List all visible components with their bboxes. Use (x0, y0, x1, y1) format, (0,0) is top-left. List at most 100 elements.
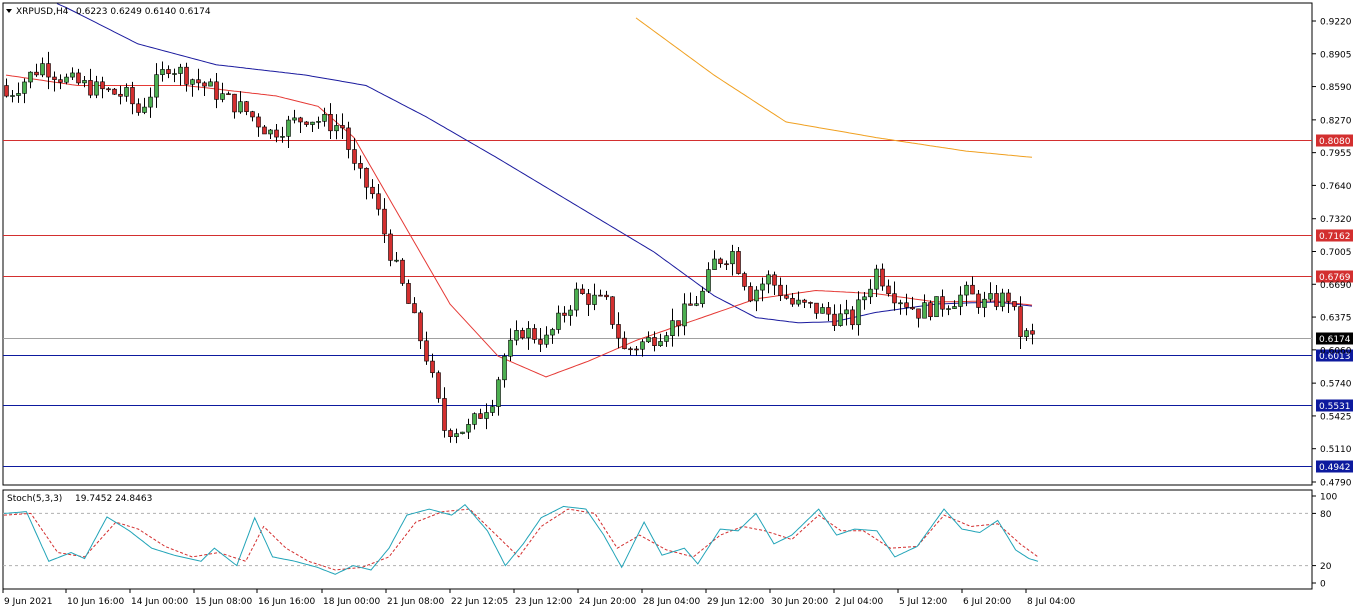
candle-body (928, 302, 933, 318)
candle-body (358, 163, 363, 169)
candle-body (526, 328, 531, 339)
candle-body (220, 93, 225, 100)
candle-body (58, 79, 63, 83)
candle-body (466, 424, 471, 433)
candle-body (52, 76, 57, 80)
candle-body (496, 379, 501, 407)
price-axis: 0.9220 0.8905 0.8590 0.8270 0.7955 0.7640 0.73… (1312, 18, 1352, 489)
candle-body (178, 66, 183, 74)
time-tick-label: 5 Jul 12:00 (899, 597, 948, 607)
candle-body (688, 303, 693, 306)
candle-body (454, 433, 459, 438)
time-tick-label: 29 Jun 12:00 (707, 597, 764, 607)
candle-body (502, 355, 507, 381)
stoch-tick-label: 20 (1320, 562, 1332, 572)
candle-body (952, 306, 957, 309)
stoch-name: Stoch(5,3,3) (7, 494, 62, 504)
time-axis: 9 Jun 2021 10 Jun 16:00 14 Jun 00:00 15 Jun… (2, 589, 1076, 607)
candle-body (520, 330, 525, 339)
candle-body (712, 258, 717, 270)
price-tick-label: 0.8905 (1320, 50, 1352, 60)
stoch-panel[interactable] (2, 489, 1313, 590)
candle-body (772, 274, 777, 286)
candle-body (370, 186, 375, 195)
ma-mid-line[interactable] (56, 3, 1033, 324)
candle-body (598, 294, 603, 297)
price-tick-label: 0.7955 (1320, 149, 1352, 159)
ma-slow-line[interactable] (635, 17, 1033, 158)
time-tick-label: 6 Jul 20:00 (963, 597, 1012, 607)
candle-body (880, 268, 885, 287)
price-tick-label: 0.7320 (1320, 215, 1352, 225)
candle-body (196, 79, 201, 84)
candle-body (490, 406, 495, 413)
candle-body (346, 127, 351, 150)
candle-body (70, 72, 75, 78)
candle-body (610, 296, 615, 325)
candle-body (298, 117, 303, 123)
candle-body (934, 296, 939, 318)
ma-fast-line[interactable] (5, 74, 1033, 378)
candle-body (826, 307, 831, 315)
candle-body (862, 296, 867, 301)
time-tick-label: 8 Jul 04:00 (1027, 597, 1076, 607)
candle-body (556, 312, 561, 330)
time-tick-label: 18 Jun 00:00 (323, 597, 380, 607)
candle-body (160, 69, 165, 75)
candle-body (946, 308, 951, 310)
candle-body (802, 299, 807, 303)
candle-body (574, 288, 579, 311)
candle-body (442, 398, 447, 431)
candle-body (184, 66, 189, 85)
price-tick-label: 0.5425 (1320, 412, 1352, 422)
candle-body (340, 125, 345, 129)
candle-body (760, 283, 765, 291)
candle-body (64, 76, 69, 83)
candle-body (622, 337, 627, 350)
candle-body (958, 294, 963, 307)
candle-body (34, 71, 39, 76)
candle-body (418, 312, 423, 342)
price-tick-label: 0.5740 (1320, 380, 1352, 390)
candle-body (808, 302, 813, 304)
ohlc-values: 0.6223 0.6249 0.6140 0.6174 (76, 7, 211, 17)
moving-averages (5, 3, 1033, 378)
candle-body (892, 293, 897, 304)
candle-body (652, 337, 657, 346)
price-panel[interactable] (2, 2, 1313, 486)
time-tick-label: 30 Jun 20:00 (771, 597, 828, 607)
level-price-tag (1316, 399, 1353, 412)
symbol-dropdown-icon[interactable] (6, 9, 12, 13)
candle-body (40, 63, 45, 76)
candle-body (400, 259, 405, 284)
candle-body (352, 149, 357, 164)
candle-body (544, 334, 549, 345)
stoch-main-line[interactable] (3, 504, 1039, 575)
candle-body (916, 308, 921, 319)
candle-body (664, 335, 669, 342)
candle-body (316, 121, 321, 123)
candle-body (964, 284, 969, 296)
candle-body (1024, 330, 1029, 337)
candle-body (1000, 292, 1005, 307)
price-tick-label: 0.5110 (1320, 445, 1352, 455)
level-price-label: 0.7162 (1319, 232, 1351, 242)
candle-body (1018, 306, 1023, 337)
stoch-signal-line[interactable] (3, 508, 1039, 571)
candle-body (22, 81, 27, 94)
candle-body (784, 295, 789, 299)
candle-body (796, 299, 801, 305)
price-tick-label: 0.8590 (1320, 83, 1352, 93)
candle-body (658, 341, 663, 346)
candle-body (586, 293, 591, 305)
candle-body (322, 114, 327, 122)
candle-body (604, 294, 609, 298)
candle-body (592, 294, 597, 305)
candle-body (682, 303, 687, 327)
candle-body (304, 121, 309, 125)
candle-body (628, 348, 633, 351)
candle-body (970, 284, 975, 295)
price-tick-label: 0.6060 (1320, 346, 1352, 356)
candle-body (106, 88, 111, 91)
